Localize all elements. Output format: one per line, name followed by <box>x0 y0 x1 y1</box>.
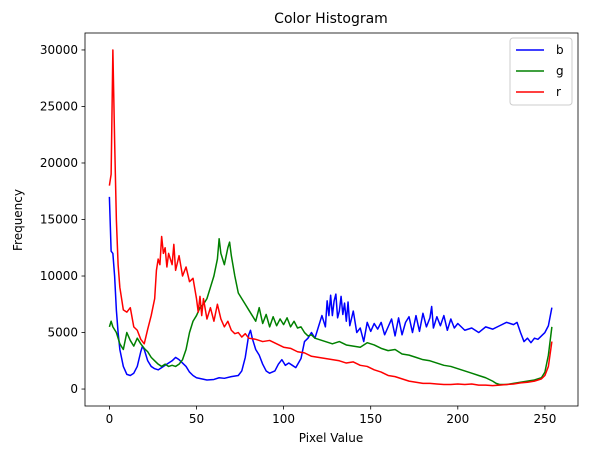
axes-frame <box>84 32 579 407</box>
x-tick-label: 0 <box>106 412 114 426</box>
legend-label-r: r <box>556 85 561 99</box>
y-tick-label: 10000 <box>40 269 78 283</box>
y-tick-label: 25000 <box>40 99 78 113</box>
series-line-b <box>108 196 553 381</box>
x-tick-label: 100 <box>272 412 295 426</box>
y-tick-label: 0 <box>70 382 78 396</box>
x-tick-label: 50 <box>189 412 204 426</box>
chart-title: Color Histogram <box>274 11 388 27</box>
plot-area <box>108 49 553 387</box>
y-axis-label: Frequency <box>11 189 25 251</box>
legend: bgr <box>509 37 573 106</box>
y-tick-label: 15000 <box>40 213 78 227</box>
x-tick-label: 200 <box>446 412 469 426</box>
y-axis: 0 5000 10000 15000 20000 25000 30000 <box>40 43 85 396</box>
series-line-g <box>108 237 553 386</box>
legend-label-g: g <box>556 64 564 78</box>
legend-label-b: b <box>556 43 564 57</box>
x-tick-label: 250 <box>533 412 556 426</box>
x-axis: 0 50 100 150 200 250 <box>106 406 556 426</box>
series-line-r <box>108 49 553 387</box>
y-tick-label: 20000 <box>40 156 78 170</box>
x-tick-label: 150 <box>359 412 382 426</box>
y-tick-label: 30000 <box>40 43 78 57</box>
x-axis-label: Pixel Value <box>299 431 364 445</box>
y-tick-label: 5000 <box>47 326 78 340</box>
